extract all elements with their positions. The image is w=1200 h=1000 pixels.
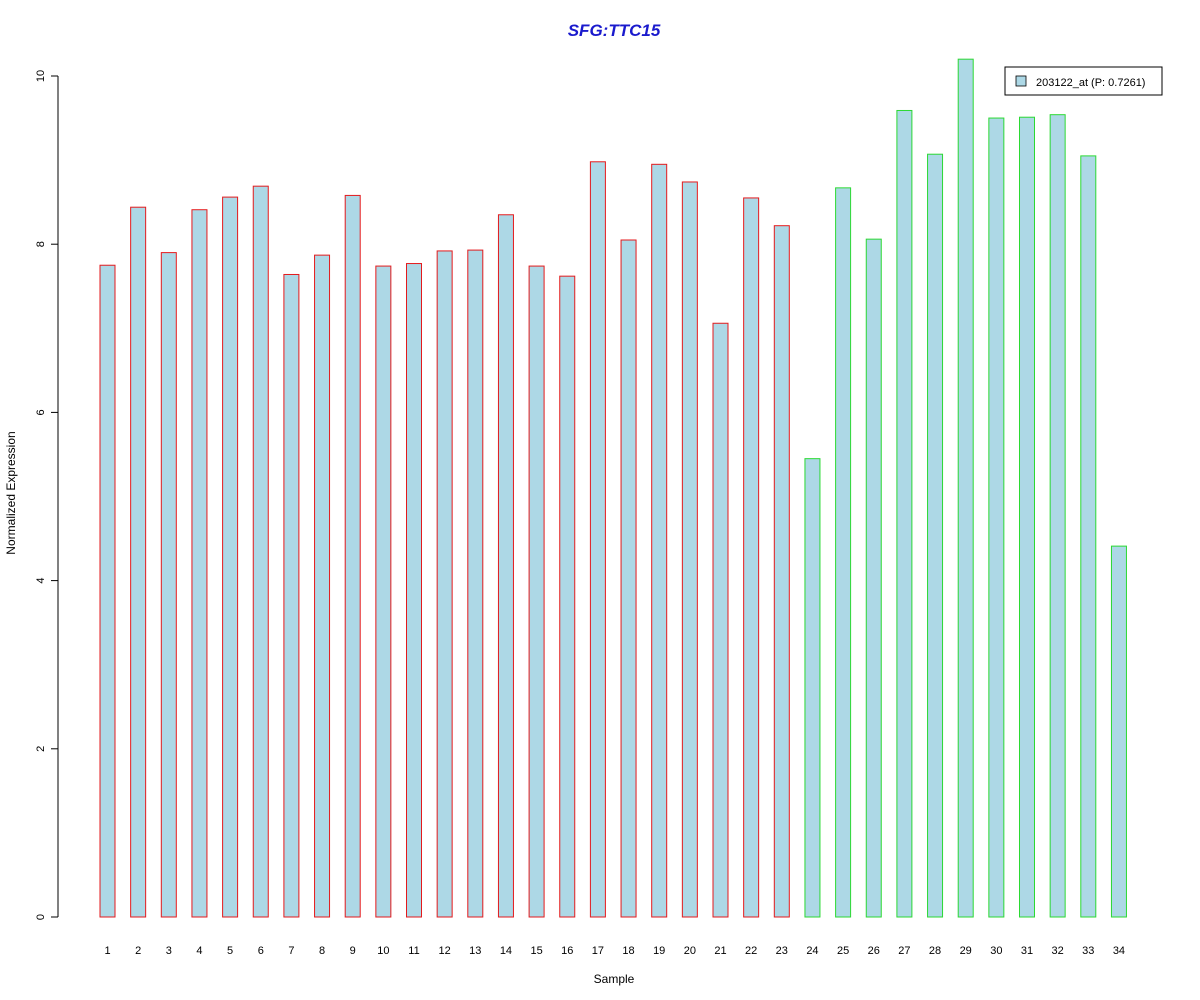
x-tick-label: 9 [350,945,356,957]
legend-swatch [1015,75,1027,87]
y-tick-label: 8 [35,241,47,247]
x-tick-label: 1 [104,945,110,957]
bar-sample-29 [957,58,974,918]
x-tick-label: 20 [684,945,696,957]
x-tick-label: 3 [166,945,172,957]
x-tick-label: 17 [592,945,604,957]
x-tick-label: 31 [1021,945,1033,957]
legend-box [1004,66,1163,96]
bar-sample-23 [773,225,790,918]
y-tick-label: 0 [35,914,47,920]
x-tick-label: 4 [196,945,202,957]
bar-sample-12 [436,250,453,918]
bar-sample-18 [620,239,637,918]
x-tick-label: 14 [500,945,512,957]
bar-sample-2 [130,206,147,918]
bar-sample-17 [589,161,606,918]
bar-sample-21 [712,322,729,918]
bar-sample-16 [559,275,576,918]
x-tick-label: 10 [377,945,389,957]
bar-sample-34 [1110,545,1127,918]
y-tick-label: 4 [35,578,47,584]
bar-sample-15 [528,265,545,918]
bar-sample-20 [681,181,698,918]
legend-label: 203122_at (P: 0.7261) [1036,77,1145,89]
bar-sample-32 [1049,114,1066,918]
x-tick-label: 18 [622,945,634,957]
x-tick-label: 2 [135,945,141,957]
x-tick-label: 23 [776,945,788,957]
bar-sample-6 [252,185,269,918]
bars [99,58,1127,918]
y-axis: 0 2 4 6 8 10 [35,70,59,920]
x-tick-label: 29 [960,945,972,957]
x-tick-label: 6 [258,945,264,957]
x-tick-label: 33 [1082,945,1094,957]
x-axis-ticks: 1 2 3 4 5 6 7 8 9 10 11 12 13 14 15 16 17 18 19 20 21 22 23 24 2… [104,945,1125,957]
bar-sample-10 [375,265,392,918]
bar-sample-11 [406,263,422,918]
x-tick-label: 32 [1052,945,1064,957]
y-tick-label: 6 [35,409,47,415]
bar-sample-33 [1080,155,1097,918]
x-tick-label: 13 [469,945,481,957]
bar-sample-13 [467,249,484,918]
bar-sample-14 [497,214,514,918]
legend: 203122_at (P: 0.7261) [1004,66,1163,96]
bar-sample-8 [314,254,331,918]
x-tick-label: 19 [653,945,665,957]
x-tick-label: 15 [530,945,542,957]
x-tick-label: 30 [990,945,1002,957]
y-tick-label: 2 [35,746,47,752]
bar-sample-28 [927,153,944,918]
bar-sample-24 [804,458,821,918]
x-tick-label: 27 [898,945,910,957]
x-tick-label: 34 [1113,945,1125,957]
bar-sample-9 [344,194,361,918]
x-tick-label: 22 [745,945,757,957]
bar-sample-5 [222,196,239,918]
y-tick-label: 10 [35,70,47,82]
y-axis-label: Normalized Expression [4,431,18,554]
x-tick-label: 8 [319,945,325,957]
bar-sample-22 [743,197,760,918]
x-tick-label: 11 [408,945,419,957]
bar-sample-30 [988,117,1005,918]
bar-sample-1 [99,264,116,918]
x-tick-label: 12 [439,945,451,957]
x-tick-label: 26 [868,945,880,957]
bar-sample-26 [865,238,882,918]
x-tick-label: 24 [806,945,818,957]
x-tick-label: 25 [837,945,849,957]
bar-sample-4 [191,209,208,918]
bar-sample-3 [160,252,177,918]
x-tick-label: 21 [714,945,726,957]
chart-title: SFG:TTC15 [568,21,661,40]
x-axis-label: Sample [594,972,635,986]
bar-sample-25 [835,187,852,918]
bar-sample-19 [651,163,668,918]
bar-sample-27 [896,109,913,918]
x-tick-label: 7 [288,945,294,957]
x-tick-label: 16 [561,945,573,957]
x-tick-label: 28 [929,945,941,957]
x-tick-label: 5 [227,945,233,957]
bar-sample-31 [1019,116,1035,918]
bar-sample-7 [283,273,300,918]
